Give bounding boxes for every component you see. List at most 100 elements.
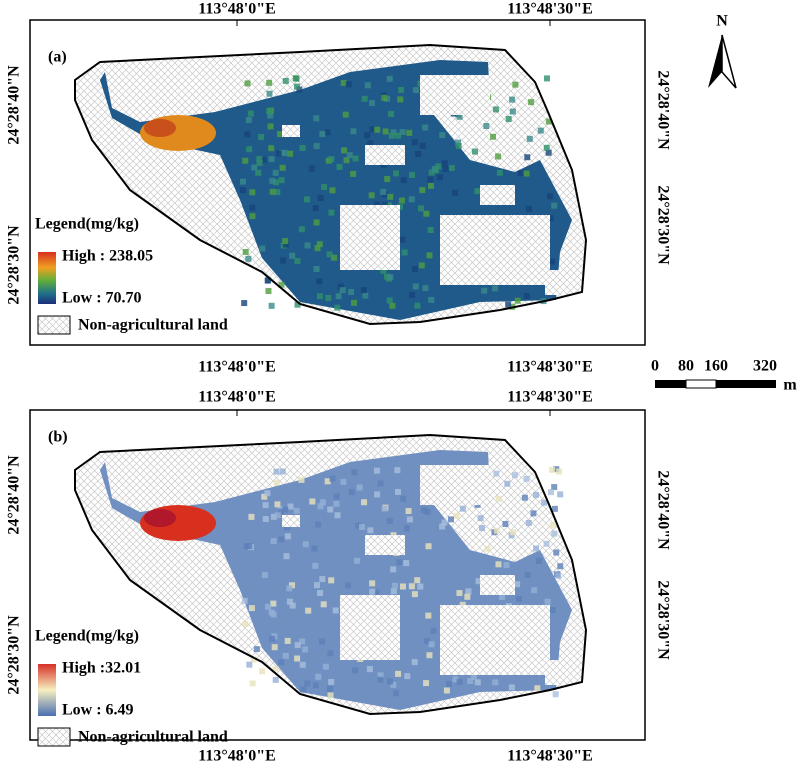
raster-cell	[395, 132, 402, 139]
lon-label-bottom: 113°48'30"E	[507, 359, 593, 376]
raster-cell	[441, 519, 448, 526]
legend-low: Low : 6.49	[62, 702, 134, 719]
raster-cell	[456, 590, 463, 597]
raster-cell	[240, 178, 247, 185]
raster-cell	[453, 512, 460, 519]
raster-cell	[477, 515, 484, 522]
raster-cell	[324, 478, 331, 485]
raster-cell	[552, 691, 559, 698]
raster-cell	[286, 598, 293, 605]
legend-high: High : 238.05	[62, 248, 153, 265]
raster-cell	[524, 571, 531, 578]
raster-cell	[329, 475, 336, 482]
raster-cell	[400, 177, 407, 184]
legend-hatch	[37, 315, 71, 335]
raster-cell	[262, 516, 269, 523]
raster-cell	[421, 507, 428, 514]
raster-cell	[390, 566, 397, 573]
raster-cell	[551, 484, 558, 491]
raster-cell	[441, 160, 448, 167]
raster-cell	[475, 578, 482, 585]
raster-cell	[543, 144, 550, 151]
raster-cell	[278, 536, 285, 543]
raster-cell	[492, 106, 499, 113]
raster-cell	[408, 583, 415, 590]
raster-cell	[321, 184, 328, 191]
raster-cell	[406, 516, 413, 523]
raster-cell	[249, 204, 256, 211]
raster-cell	[246, 543, 253, 550]
raster-cell	[322, 663, 329, 670]
raster-cell	[294, 258, 301, 265]
raster-cell	[326, 251, 333, 258]
raster-cell	[478, 525, 485, 532]
raster-cell	[373, 467, 380, 474]
raster-cell	[523, 293, 530, 300]
raster-cell	[442, 166, 449, 173]
raster-cell	[545, 118, 552, 125]
lon-label-top: 113°48'0"E	[198, 1, 276, 18]
raster-cell	[276, 150, 283, 157]
raster-cell	[425, 612, 432, 619]
raster-cell	[270, 538, 277, 545]
raster-cell	[298, 226, 305, 233]
raster-cell	[319, 131, 326, 138]
raster-cell	[317, 590, 324, 597]
raster-cell	[526, 205, 533, 212]
legend-non-agri: Non-agricultural land	[78, 317, 228, 334]
raster-cell	[354, 557, 361, 564]
raster-cell	[508, 532, 515, 539]
raster-cell	[381, 94, 388, 101]
raster-cell	[316, 241, 323, 248]
raster-cell	[320, 601, 327, 608]
raster-cell	[426, 652, 433, 659]
raster-cell	[278, 177, 285, 184]
raster-cell	[411, 139, 418, 146]
lat-label-left: 24°28'30"N	[6, 615, 23, 695]
raster-cell	[366, 666, 373, 673]
raster-cell	[404, 673, 411, 680]
raster-cell	[556, 468, 563, 475]
raster-cell	[481, 287, 488, 294]
raster-cell	[377, 480, 384, 487]
raster-cell	[373, 589, 380, 596]
raster-cell	[264, 277, 271, 284]
raster-cell	[408, 196, 415, 203]
raster-cell	[503, 562, 510, 569]
raster-cell	[547, 193, 554, 200]
raster-cell	[369, 100, 376, 107]
raster-cell	[474, 188, 481, 195]
raster-cell	[543, 540, 550, 547]
legend-ramp	[38, 252, 56, 304]
raster-cell	[250, 656, 257, 663]
raster-gap	[440, 605, 550, 675]
raster-cell	[470, 673, 477, 680]
raster-cell	[255, 169, 262, 176]
raster-cell	[313, 582, 320, 589]
raster-cell	[319, 576, 326, 583]
raster-cell	[280, 257, 287, 264]
raster-cell	[419, 187, 426, 194]
raster-cell	[515, 595, 522, 602]
raster-cell	[418, 262, 425, 269]
raster-cell	[398, 197, 405, 204]
raster-cell	[268, 156, 275, 163]
raster-cell	[247, 110, 254, 117]
raster-cell	[392, 690, 399, 697]
raster-cell	[277, 508, 284, 515]
raster-cell	[547, 215, 554, 222]
raster-cell	[317, 195, 324, 202]
map-panel: 113°48'0"E 113°48'0"E 113°48'30"E 113°48'30…	[6, 1, 672, 376]
raster-cell	[456, 113, 463, 120]
raster-cell	[265, 288, 272, 295]
legend-high: High :32.01	[62, 660, 141, 677]
panel-label: (a)	[48, 49, 67, 66]
raster-cell	[401, 249, 408, 256]
raster-cell	[244, 131, 251, 138]
raster-cell	[272, 676, 279, 683]
raster-cell	[282, 652, 289, 659]
raster-cell	[242, 157, 249, 164]
lon-label-bottom: 113°48'0"E	[198, 359, 276, 376]
raster-cell	[267, 112, 274, 119]
raster-cell	[415, 150, 422, 157]
